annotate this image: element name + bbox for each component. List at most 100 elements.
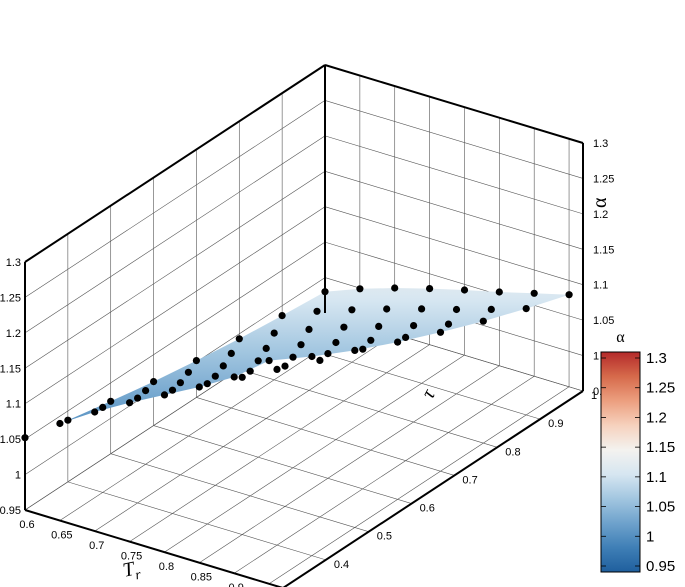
- z-tick-left-7: 1.3: [6, 257, 21, 269]
- floor-gridline-tau-2: [110, 453, 369, 533]
- data-point-5-5: [410, 322, 418, 330]
- data-point-4-7: [460, 286, 469, 294]
- data-point-2-1: [134, 394, 142, 402]
- floor-gridline-tr-7: [268, 386, 570, 585]
- z-tick-left-1: 1: [15, 470, 21, 482]
- x-tick-3: 0.75: [121, 551, 142, 563]
- data-point-4-4: [332, 338, 340, 347]
- data-point-4-2: [246, 367, 254, 375]
- data-point-6-7: [530, 289, 538, 297]
- floor-gridline-tr-5: [199, 365, 500, 563]
- data-point-0-4: [192, 357, 200, 365]
- colorbar-tick-4: 1.15: [646, 439, 675, 456]
- colorbar: α 0.95 1 1.05 1.1 1.15 1.2 1.25 1.3: [600, 329, 675, 575]
- z-axis-label: α: [589, 197, 611, 208]
- y-tick-5: 0.8: [505, 446, 520, 458]
- colorbar-tick-6: 1.25: [646, 380, 675, 397]
- side-wall-gridline-z-4: [324, 170, 584, 250]
- data-point-7-0: [265, 357, 273, 365]
- data-point-2-6: [348, 306, 356, 314]
- z-tick-left-6: 1.25: [0, 292, 21, 304]
- side-wall-gridline-z-3: [324, 206, 584, 286]
- colorbar-tick-1: 1: [646, 528, 654, 545]
- back-wall-gridline-z-4: [24, 171, 326, 369]
- y-tick-4: 0.7: [462, 474, 477, 486]
- floor-gridline-tr-4: [164, 354, 465, 553]
- data-point-0-2: [107, 397, 115, 405]
- data-point-3-1: [168, 386, 177, 394]
- data-point-4-1: [203, 380, 211, 388]
- data-point-3-0: [126, 399, 134, 407]
- back-wall-gridline-z-5: [24, 135, 326, 334]
- axis-frame: [24, 64, 584, 587]
- x-tick-4: 0.8: [159, 561, 174, 573]
- y-tick-7: 1: [591, 390, 597, 402]
- side-wall-gridline-z-6: [324, 100, 584, 179]
- data-point-2-5: [305, 325, 313, 333]
- data-point-3-4: [297, 341, 305, 349]
- data-point-2-2: [176, 379, 184, 387]
- colorbar-tick-2: 1.05: [646, 499, 675, 516]
- data-point-3-3: [254, 357, 262, 365]
- data-point-6-0: [230, 373, 238, 381]
- back-wall-gridline-z-3: [24, 206, 326, 404]
- data-point-5-0: [195, 383, 203, 391]
- tick-labels: 0.9511.051.11.151.21.251.30.9511.051.11.…: [0, 138, 614, 587]
- data-point-0-5: [235, 335, 243, 343]
- floor-gridline-tau-1: [67, 481, 326, 561]
- frame-edge-2: [324, 64, 584, 144]
- data-point-7-4: [436, 328, 445, 336]
- z-tick-right-6: 1.25: [593, 173, 614, 185]
- floor-gridline-tau-3: [153, 425, 412, 504]
- colorbar-tick-0: 0.95: [646, 558, 675, 575]
- z-tick-left-4: 1.15: [0, 363, 21, 375]
- y-tick-1: 0.4: [334, 559, 349, 571]
- data-point-6-3: [359, 345, 367, 353]
- z-tick-left-5: 1.2: [6, 328, 21, 340]
- colorbar-tick-3: 1.1: [646, 469, 667, 486]
- floor-gridline-tr-3: [129, 344, 430, 542]
- data-point-1-5: [270, 329, 278, 337]
- data-point-3-2: [211, 372, 219, 380]
- data-point-0-6: [278, 312, 286, 320]
- data-point-0-3: [150, 378, 158, 386]
- floor-gridline-tau-5: [239, 368, 498, 448]
- data-point-3-6: [383, 305, 391, 313]
- colorbar-bar: [600, 351, 641, 573]
- data-point-1-0: [56, 419, 64, 428]
- z-tick-right-4: 1.15: [593, 244, 614, 256]
- data-point-2-0: [91, 408, 99, 416]
- colorbar-tick-5: 1.2: [646, 409, 667, 426]
- data-point-4-3: [289, 353, 297, 361]
- data-point-1-3: [184, 368, 192, 376]
- surface-patch: [25, 288, 570, 438]
- data-point-7-3: [394, 338, 402, 346]
- side-wall-gridline-z-5: [324, 135, 584, 215]
- data-point-1-7: [356, 285, 364, 293]
- data-point-5-2: [281, 362, 289, 370]
- z-tick-left-0: 0.95: [0, 505, 21, 517]
- data-point-1-6: [313, 307, 321, 315]
- data-point-5-6: [452, 305, 461, 314]
- data-point-7-5: [479, 317, 487, 325]
- side-wall-gridline-z-2: [324, 241, 584, 321]
- data-point-5-4: [367, 336, 375, 344]
- data-point-5-7: [495, 288, 503, 296]
- data-point-5-3: [324, 350, 332, 358]
- z-tick-right-3: 1.1: [593, 280, 608, 292]
- data-point-7-6: [522, 305, 530, 313]
- y-tick-3: 0.6: [420, 503, 435, 515]
- x-tick-2: 0.7: [89, 540, 104, 552]
- data-point-3-5: [340, 323, 348, 331]
- y-tick-2: 0.5: [377, 531, 392, 543]
- z-tick-left-2: 1.05: [0, 434, 21, 446]
- x-tick-6: 0.9: [229, 582, 244, 587]
- frame-edge-6: [282, 390, 584, 587]
- z-tick-left-3: 1.1: [6, 399, 21, 411]
- surface: [25, 288, 570, 438]
- data-point-0-1: [64, 416, 72, 424]
- data-point-6-6: [487, 305, 495, 313]
- data-point-5-1: [238, 373, 246, 381]
- x-axis-label-subscript: r: [134, 567, 143, 583]
